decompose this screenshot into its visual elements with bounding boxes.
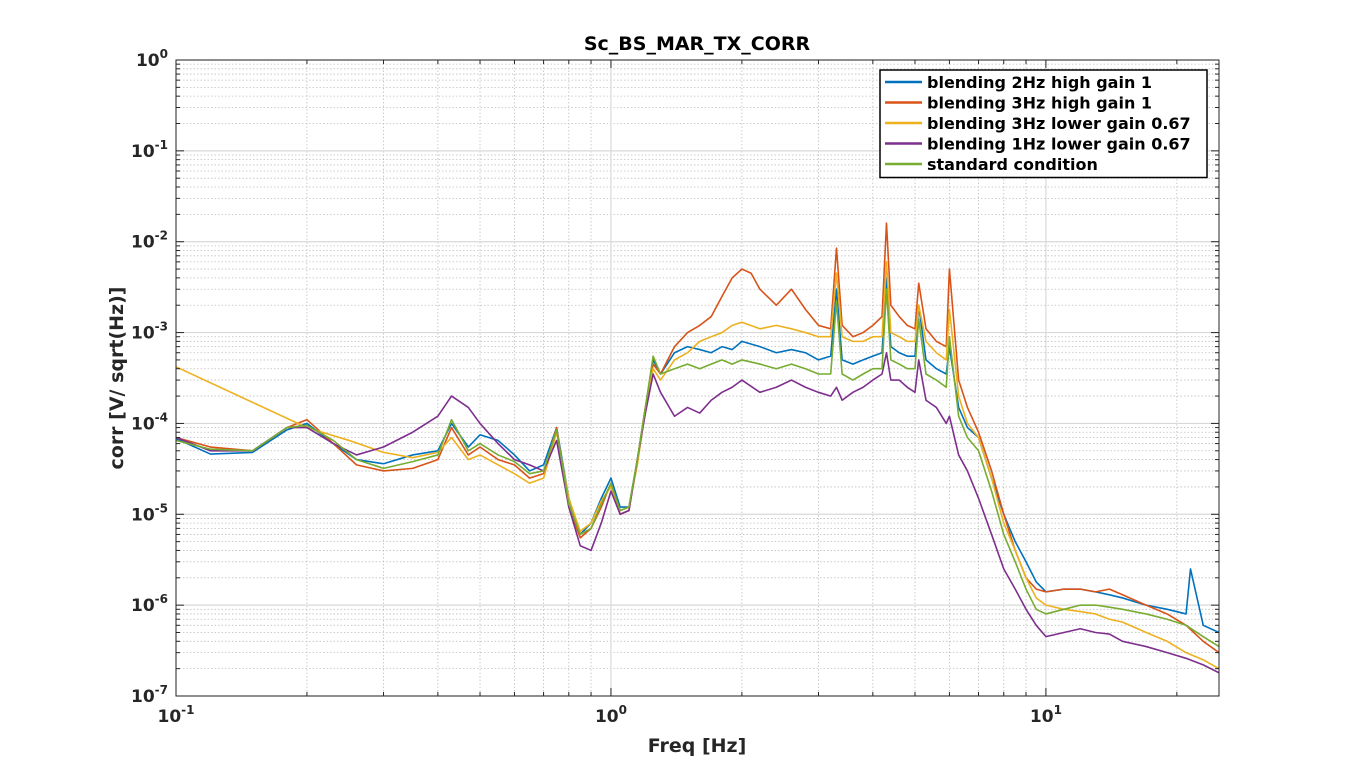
series-lines: [176, 222, 1219, 674]
series-line-2: [176, 222, 1219, 654]
legend: blending 2Hz high gain 1 blending 3Hz hig…: [879, 69, 1208, 179]
y-tick-label: 10-3: [131, 320, 168, 344]
y-tick-label: 10-4: [131, 410, 168, 434]
y-tick-labels: 100 10-1 10-2 10-3 10-4 10-5 10-6 10-7: [131, 47, 168, 707]
series-line-1: [176, 277, 1219, 634]
x-tick-label: 100: [595, 703, 627, 727]
chart-title: Sc_BS_MAR_TX_CORR: [584, 33, 811, 55]
series-line-5: [176, 288, 1219, 648]
legend-label: blending 2Hz high gain 1: [927, 73, 1152, 92]
series-line-4: [176, 351, 1219, 674]
tick-marks: [175, 59, 1219, 697]
x-tick-labels: 10-1 100 101: [157, 703, 1061, 727]
y-tick-label: 10-7: [131, 683, 168, 707]
series-line-3: [176, 261, 1219, 670]
legend-box: [879, 69, 1208, 179]
x-tick-label: 101: [1030, 703, 1062, 727]
y-tick-label: 10-5: [131, 501, 168, 525]
y-tick-label: 10-6: [131, 592, 168, 616]
legend-label: standard condition: [927, 155, 1098, 174]
legend-label: blending 3Hz lower gain 0.67: [927, 114, 1191, 133]
y-tick-label: 10-2: [131, 229, 168, 253]
x-axis-title: Freq [Hz]: [648, 735, 747, 757]
y-tick-label: 100: [136, 47, 168, 71]
legend-label: blending 3Hz high gain 1: [927, 94, 1152, 113]
plot-area-frame: [175, 59, 1220, 697]
x-tick-label: 10-1: [157, 703, 194, 727]
legend-label: blending 1Hz lower gain 0.67: [927, 135, 1191, 154]
y-tick-label: 10-1: [131, 138, 168, 162]
y-axis-title: corr [V/ sqrt(Hz)]: [106, 287, 128, 470]
